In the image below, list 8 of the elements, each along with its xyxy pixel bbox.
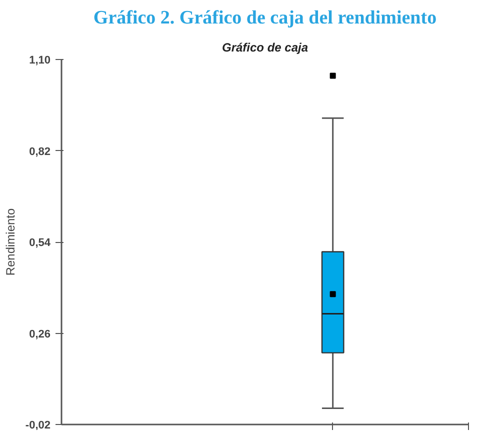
y-tick-label: 0,54: [29, 237, 52, 249]
y-tick-label: 0,82: [29, 146, 51, 158]
y-axis-title: Rendimiento: [3, 208, 18, 276]
y-tick-label: 1,10: [29, 54, 51, 66]
chart-title: Gráfico 2. Gráfico de caja del rendimiento: [93, 8, 437, 28]
chart-subtitle: Gráfico de caja: [222, 40, 308, 54]
y-tick-label: 0,26: [29, 328, 51, 340]
y-tick-label: -0,02: [25, 420, 51, 432]
